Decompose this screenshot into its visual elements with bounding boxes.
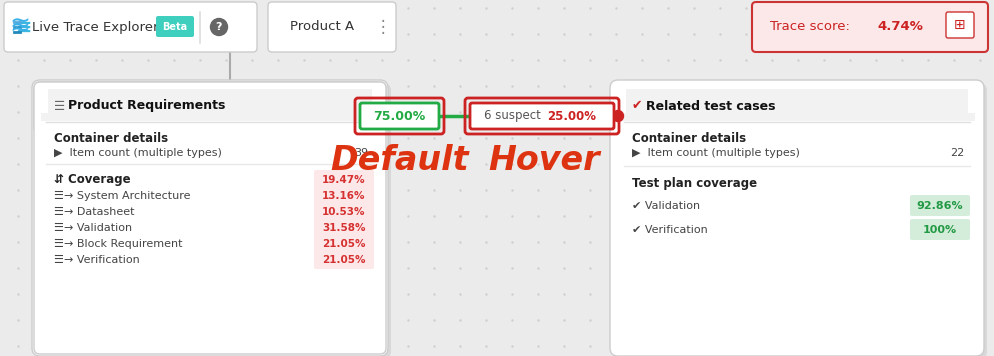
Text: ≋: ≋: [10, 15, 31, 39]
Text: Product Requirements: Product Requirements: [68, 99, 226, 112]
FancyBboxPatch shape: [910, 195, 969, 216]
Text: 21.05%: 21.05%: [322, 255, 366, 265]
FancyBboxPatch shape: [314, 218, 374, 237]
FancyBboxPatch shape: [469, 103, 613, 129]
FancyBboxPatch shape: [360, 103, 438, 129]
Text: ≡: ≡: [16, 17, 32, 37]
Bar: [625, 89, 967, 121]
Text: ✔ Verification: ✔ Verification: [631, 225, 707, 235]
FancyBboxPatch shape: [751, 2, 987, 52]
Text: ⇵ Coverage: ⇵ Coverage: [54, 173, 130, 187]
FancyBboxPatch shape: [910, 219, 969, 240]
Circle shape: [374, 110, 385, 121]
Text: ☰: ☰: [54, 99, 66, 112]
Text: 31.58%: 31.58%: [322, 223, 366, 233]
FancyBboxPatch shape: [609, 80, 983, 356]
Text: ✔ Validation: ✔ Validation: [631, 201, 700, 211]
FancyBboxPatch shape: [314, 234, 374, 253]
Text: 25.00%: 25.00%: [547, 110, 595, 122]
Text: Default: Default: [330, 143, 469, 177]
FancyBboxPatch shape: [40, 88, 380, 124]
Text: 19.47%: 19.47%: [322, 175, 366, 185]
Text: ☰→ Verification: ☰→ Verification: [54, 255, 139, 265]
Text: 75.00%: 75.00%: [373, 110, 425, 122]
Text: Related test cases: Related test cases: [645, 99, 774, 112]
Text: ☰→ Validation: ☰→ Validation: [54, 223, 132, 233]
Text: Live Trace Explorer: Live Trace Explorer: [32, 21, 158, 33]
Text: ⊞: ⊞: [953, 18, 965, 32]
Text: 6 suspect: 6 suspect: [483, 110, 540, 122]
Bar: [618, 113, 974, 121]
Text: 22: 22: [949, 148, 963, 158]
Text: ↗: ↗: [359, 99, 369, 112]
Bar: [41, 113, 379, 121]
Text: Product A: Product A: [289, 21, 354, 33]
Text: 100%: 100%: [922, 225, 956, 235]
FancyBboxPatch shape: [4, 2, 256, 52]
Text: Hover: Hover: [488, 143, 599, 177]
FancyBboxPatch shape: [612, 83, 986, 356]
FancyBboxPatch shape: [314, 250, 374, 269]
Text: Trace score:: Trace score:: [769, 21, 858, 33]
FancyBboxPatch shape: [34, 82, 386, 354]
Circle shape: [211, 19, 228, 36]
Text: 21.05%: 21.05%: [322, 239, 366, 249]
Text: ☰→ Block Requirement: ☰→ Block Requirement: [54, 239, 182, 249]
Text: Test plan coverage: Test plan coverage: [631, 177, 756, 189]
Text: ▶  Item count (multiple types): ▶ Item count (multiple types): [631, 148, 799, 158]
Text: Container details: Container details: [54, 131, 168, 145]
Bar: [48, 89, 372, 121]
Text: Container details: Container details: [631, 131, 746, 145]
Text: ⋮: ⋮: [375, 18, 391, 36]
Text: ✔: ✔: [631, 99, 642, 112]
FancyBboxPatch shape: [156, 16, 194, 37]
Text: 92.86%: 92.86%: [915, 201, 962, 211]
Text: 4.74%: 4.74%: [876, 21, 922, 33]
Text: ☰→ System Architecture: ☰→ System Architecture: [54, 191, 190, 201]
FancyBboxPatch shape: [314, 170, 374, 190]
Circle shape: [226, 84, 234, 92]
Text: Beta: Beta: [162, 21, 188, 31]
FancyBboxPatch shape: [314, 186, 374, 205]
Text: ☰→ Datasheet: ☰→ Datasheet: [54, 207, 134, 217]
Text: 13.16%: 13.16%: [322, 191, 366, 201]
FancyBboxPatch shape: [945, 12, 973, 38]
FancyBboxPatch shape: [35, 83, 391, 356]
Text: ▶  Item count (multiple types): ▶ Item count (multiple types): [54, 148, 222, 158]
Text: ?: ?: [216, 22, 222, 32]
FancyBboxPatch shape: [314, 202, 374, 221]
FancyBboxPatch shape: [32, 80, 388, 356]
Text: 39: 39: [354, 148, 368, 158]
FancyBboxPatch shape: [267, 2, 396, 52]
Text: 10.53%: 10.53%: [322, 207, 366, 217]
FancyBboxPatch shape: [34, 82, 386, 134]
Circle shape: [612, 110, 623, 121]
